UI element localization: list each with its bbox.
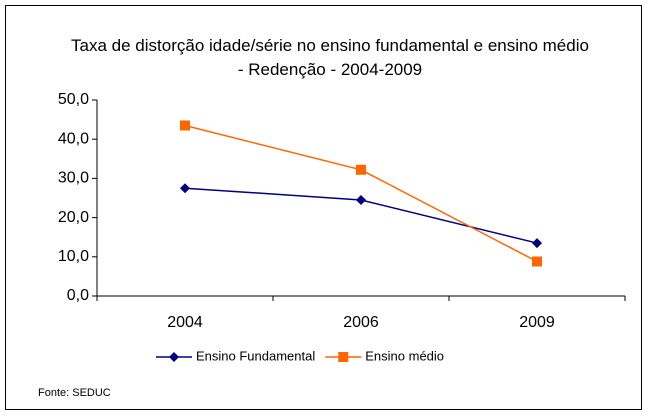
legend-label: Ensino médio <box>365 348 444 363</box>
y-tick-label: 0,0 <box>67 287 89 304</box>
y-tick-label: 20,0 <box>58 209 89 226</box>
data-point <box>356 164 366 175</box>
data-point <box>180 120 190 131</box>
chart-title: Taxa de distorção idade/série no ensino … <box>71 36 589 79</box>
chart-border <box>5 5 642 410</box>
data-point <box>532 238 542 249</box>
y-tick-label: 50,0 <box>58 91 89 108</box>
source-note: Fonte: SEDUC <box>38 387 111 399</box>
y-tick-label: 40,0 <box>58 130 89 147</box>
y-tick-label: 30,0 <box>58 170 89 187</box>
y-tick-label: 10,0 <box>58 248 89 265</box>
legend-label: Ensino Fundamental <box>196 348 315 363</box>
data-point <box>180 183 190 194</box>
x-tick-label: 2009 <box>519 314 555 331</box>
x-tick-label: 2006 <box>343 314 379 331</box>
x-tick-label: 2004 <box>167 314 203 331</box>
legend-marker <box>338 352 349 362</box>
data-point <box>356 194 366 205</box>
data-point <box>532 256 542 267</box>
legend-marker <box>169 352 179 362</box>
